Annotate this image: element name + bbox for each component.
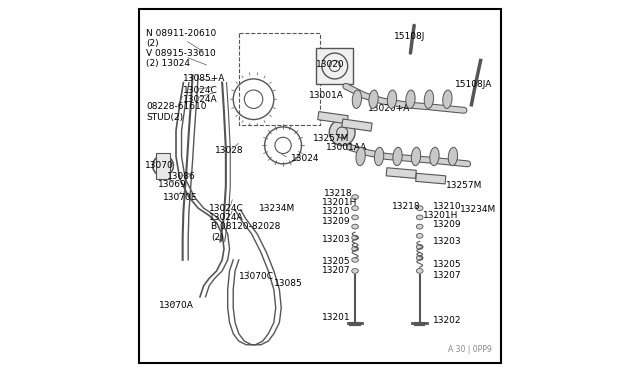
Polygon shape (342, 119, 372, 131)
Ellipse shape (369, 90, 378, 108)
Text: V 08915-33610
(2) 13024: V 08915-33610 (2) 13024 (147, 49, 216, 68)
Ellipse shape (430, 147, 439, 166)
Text: 15108JA: 15108JA (455, 80, 492, 89)
Ellipse shape (356, 147, 365, 166)
Ellipse shape (352, 224, 358, 229)
Ellipse shape (352, 235, 358, 240)
Text: 13001A: 13001A (309, 91, 344, 100)
Text: 13070E: 13070E (163, 193, 198, 202)
Text: 13205: 13205 (322, 257, 351, 266)
Ellipse shape (417, 256, 423, 260)
Ellipse shape (352, 257, 358, 262)
Ellipse shape (352, 215, 358, 220)
Ellipse shape (443, 90, 452, 108)
Circle shape (329, 119, 355, 145)
Text: 13202: 13202 (433, 316, 461, 325)
Text: 13218: 13218 (324, 189, 352, 198)
Text: 13069: 13069 (157, 180, 186, 189)
Text: B 08120-82028
(2): B 08120-82028 (2) (211, 222, 280, 242)
Text: 13218: 13218 (392, 202, 420, 211)
Polygon shape (386, 168, 416, 179)
Ellipse shape (417, 244, 423, 249)
Text: 13070: 13070 (145, 161, 173, 170)
Ellipse shape (374, 147, 384, 166)
Text: 13024A: 13024A (209, 213, 244, 222)
Text: 13203: 13203 (322, 235, 351, 244)
Text: 08228-61610
STUD(2): 08228-61610 STUD(2) (147, 102, 207, 122)
Text: N 08911-20610
(2): N 08911-20610 (2) (147, 29, 217, 48)
Ellipse shape (352, 269, 358, 273)
Polygon shape (416, 173, 446, 184)
Ellipse shape (352, 206, 358, 211)
Text: 13210: 13210 (322, 207, 351, 217)
Text: 13001AA: 13001AA (326, 143, 367, 152)
FancyBboxPatch shape (316, 48, 353, 84)
Text: 13207: 13207 (322, 266, 351, 275)
Ellipse shape (352, 90, 362, 108)
Text: 13257M: 13257M (445, 182, 482, 190)
Ellipse shape (412, 147, 420, 166)
Text: 13209: 13209 (433, 220, 461, 229)
Ellipse shape (417, 215, 423, 220)
Ellipse shape (352, 195, 358, 199)
Text: 13024: 13024 (291, 154, 319, 163)
Text: 13234M: 13234M (259, 203, 295, 213)
Polygon shape (317, 112, 348, 124)
Text: 13070C: 13070C (239, 272, 274, 281)
Text: 13070A: 13070A (159, 301, 195, 311)
Text: 13234M: 13234M (460, 205, 497, 215)
Text: 13085: 13085 (274, 279, 303, 288)
Text: 13210: 13210 (433, 202, 461, 211)
Text: 13024C: 13024C (209, 203, 244, 213)
Text: 13201: 13201 (322, 312, 351, 321)
Ellipse shape (424, 90, 433, 108)
Text: 15108J: 15108J (394, 32, 425, 41)
Text: 13086: 13086 (167, 172, 196, 181)
Text: 13024C: 13024C (184, 86, 218, 94)
Text: 13201H: 13201H (322, 198, 357, 207)
Text: A 30 | 0PP9: A 30 | 0PP9 (448, 345, 492, 354)
Text: 13203: 13203 (433, 237, 461, 246)
Ellipse shape (352, 246, 358, 251)
Ellipse shape (417, 269, 423, 273)
Text: 13020: 13020 (316, 60, 345, 69)
Text: 13209: 13209 (322, 217, 351, 225)
Text: 13257M: 13257M (312, 134, 349, 142)
Ellipse shape (393, 147, 402, 166)
Text: 13205: 13205 (433, 260, 461, 269)
Ellipse shape (406, 90, 415, 108)
Text: 13020+A: 13020+A (368, 104, 410, 113)
FancyBboxPatch shape (156, 153, 170, 179)
Ellipse shape (417, 234, 423, 238)
Ellipse shape (387, 90, 397, 108)
Text: 13201H: 13201H (422, 211, 458, 220)
Ellipse shape (417, 206, 423, 211)
Ellipse shape (417, 224, 423, 229)
Text: 13028: 13028 (215, 147, 243, 155)
Ellipse shape (448, 147, 458, 166)
Text: 13024A: 13024A (184, 95, 218, 104)
Text: 13085+A: 13085+A (184, 74, 226, 83)
Text: 13207: 13207 (433, 271, 461, 280)
